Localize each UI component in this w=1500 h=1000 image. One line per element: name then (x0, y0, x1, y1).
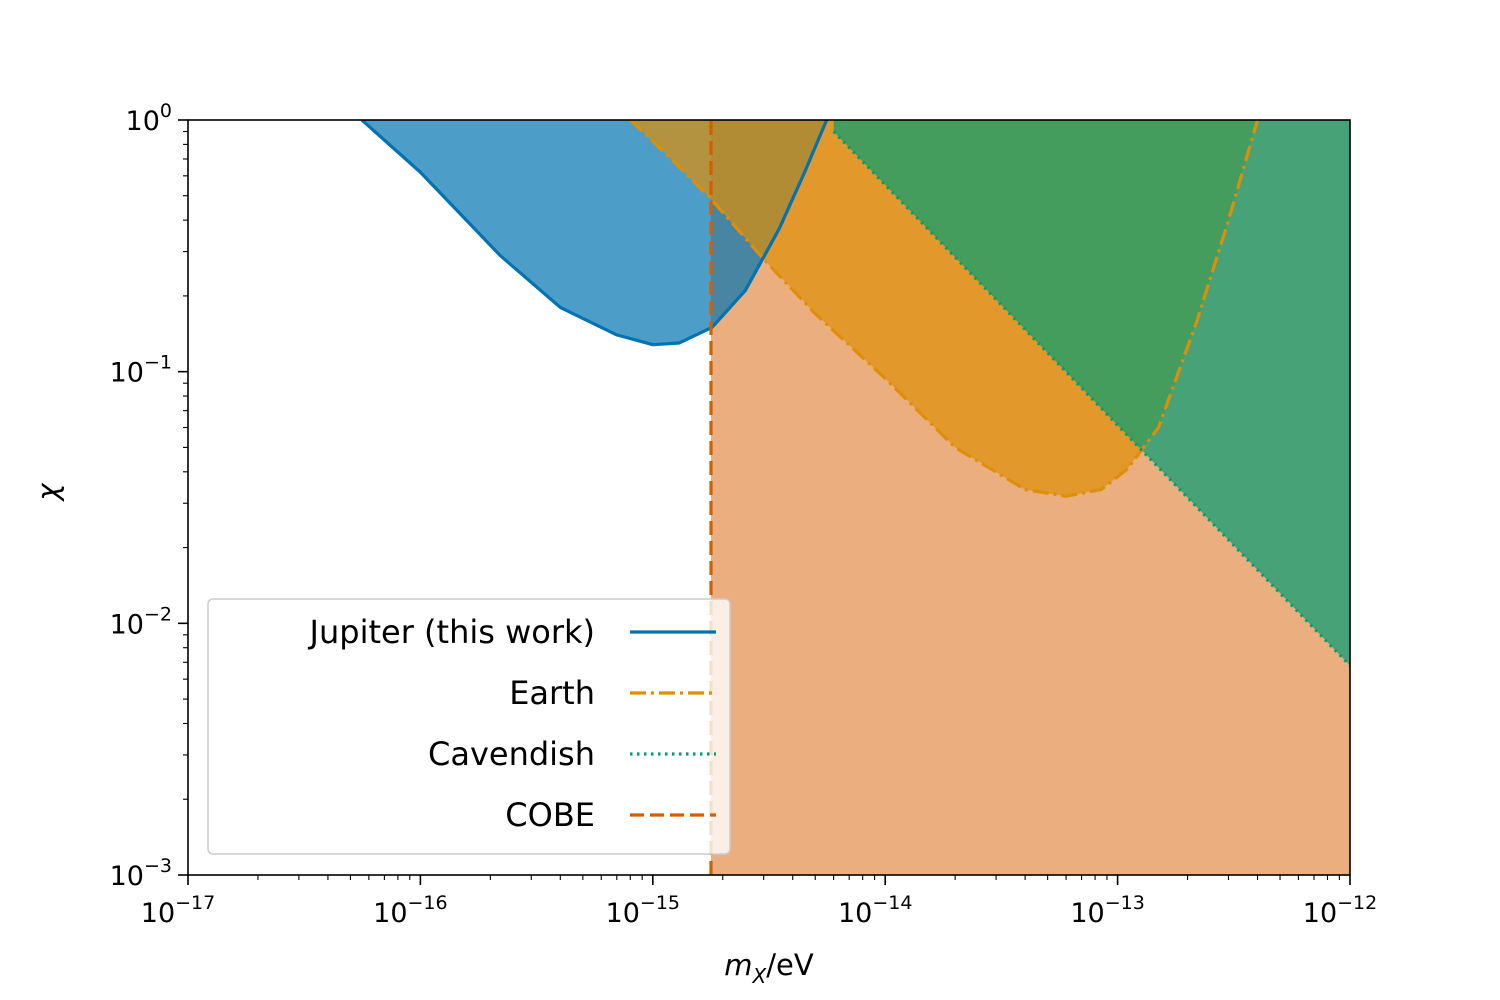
fill-cavendish (833, 120, 1350, 666)
plot-frame (187, 119, 1351, 876)
region-fills (361, 120, 1350, 875)
x-tick-label: 10−14 (838, 892, 912, 929)
legend-label: Cavendish (428, 735, 595, 773)
y-axis-label: χ (31, 482, 65, 503)
y-tick-label: 10−3 (110, 855, 172, 892)
legend-label: COBE (505, 796, 595, 834)
legend: Jupiter (this work) Earth Cavendish COBE (207, 598, 731, 855)
legend-label: Jupiter (this work) (308, 613, 595, 651)
y-axis-ticks: 10−3 10−2 10−1 100 (110, 100, 188, 892)
y-tick-label: 100 (126, 100, 172, 137)
x-axis-label: mX/eV (724, 948, 814, 988)
x-tick-label: 10−15 (606, 892, 680, 929)
x-tick-label: 10−13 (1070, 892, 1144, 929)
legend-box (207, 598, 731, 855)
x-axis-ticks: 10−17 10−16 10−15 10−14 10−13 10−12 (141, 875, 1377, 929)
y-tick-label: 10−2 (110, 603, 172, 640)
y-tick-label: 10−1 (110, 352, 172, 389)
x-tick-label: 10−17 (141, 892, 215, 929)
x-tick-label: 10−12 (1303, 892, 1377, 929)
line-cavendish (832, 130, 1350, 667)
legend-label: Earth (509, 674, 595, 712)
line-jupiter-this-work (360, 120, 829, 347)
x-tick-label: 10−16 (373, 892, 447, 929)
line-earth (629, 120, 1260, 498)
